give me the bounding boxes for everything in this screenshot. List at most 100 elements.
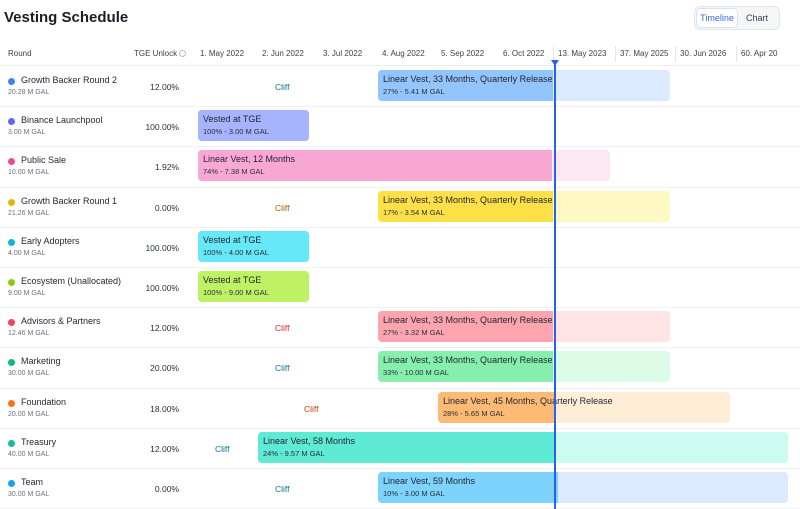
round-color-dot-icon bbox=[8, 319, 15, 327]
cliff-label: Cliff bbox=[304, 403, 319, 414]
timeline-date-label: 6. Oct 2022 bbox=[503, 49, 545, 58]
tge-unlock-value: 12.00% bbox=[150, 323, 179, 334]
round-name: Foundation bbox=[21, 396, 67, 407]
vesting-bar-title: Linear Vest, 33 Months, Quarterly Releas… bbox=[383, 194, 553, 205]
round-color-dot-icon bbox=[8, 118, 15, 126]
vesting-bar-detail: 17% - 3.54 M GAL bbox=[383, 207, 445, 217]
vesting-bar[interactable]: Linear Vest, 33 Months, Quarterly Releas… bbox=[378, 70, 670, 101]
tge-unlock-value: 20.00% bbox=[150, 363, 179, 374]
round-name: Ecosystem (Unallocated) bbox=[21, 275, 122, 286]
vesting-row[interactable]: Marketing 30.00 M GAL 20.00% Cliff Linear Ve… bbox=[0, 348, 800, 389]
tge-unlock-value: 100.00% bbox=[145, 122, 179, 133]
cliff-label: Cliff bbox=[275, 483, 290, 494]
vesting-bar-detail: 100% - 4.00 M GAL bbox=[203, 247, 269, 257]
vesting-bar-detail: 27% - 5.41 M GAL bbox=[383, 87, 445, 96]
vesting-bar[interactable]: Linear Vest, 33 Months, Quarterly Releas… bbox=[378, 351, 670, 383]
current-date-marker-icon bbox=[551, 60, 559, 66]
timeline-tab[interactable]: Timeline bbox=[697, 9, 737, 27]
round-color-dot-icon bbox=[8, 399, 15, 407]
vesting-bar-title: Linear Vest, 59 Months bbox=[383, 475, 476, 486]
timeline-date-label: 4. Aug 2022 bbox=[382, 49, 425, 58]
round-name: Team bbox=[21, 476, 44, 487]
vesting-bar-detail: 27% - 3.32 M GAL bbox=[383, 328, 445, 338]
vesting-bar-detail: 33% - 10.00 M GAL bbox=[383, 368, 449, 378]
vesting-bar-detail: 24% - 9.57 M GAL bbox=[263, 448, 325, 458]
chart-tab[interactable]: Chart bbox=[745, 13, 768, 23]
table-header: Round TGE Unlock 1. May 2022 2. Jun 2022 3… bbox=[0, 42, 800, 66]
round-name: Marketing bbox=[21, 356, 61, 367]
vesting-bar[interactable]: Linear Vest, 33 Months, Quarterly Releas… bbox=[378, 190, 670, 222]
vesting-row[interactable]: Ecosystem (Unallocated) 9.00 M GAL 100.00%… bbox=[0, 268, 800, 309]
tge-unlock-value: 1.92% bbox=[154, 162, 179, 173]
round-amount: 30.00 M GAL bbox=[8, 370, 50, 378]
vesting-bar-detail: 100% - 3.00 M GAL bbox=[203, 127, 269, 137]
timeline-date-label: 2. Jun 2022 bbox=[262, 49, 304, 58]
vesting-bar[interactable]: Vested at TGE 100% - 4.00 M GAL bbox=[198, 230, 309, 262]
round-color-dot-icon bbox=[8, 158, 15, 166]
round-amount: 20.00 M GAL bbox=[8, 410, 50, 418]
vesting-bar-title: Linear Vest, 58 Months bbox=[263, 435, 356, 446]
tge-unlock-value: 12.00% bbox=[150, 443, 179, 454]
round-name: Public Sale bbox=[21, 155, 67, 166]
round-color-dot-icon bbox=[8, 439, 15, 447]
round-column-header[interactable]: Round bbox=[8, 49, 32, 58]
vesting-bar-progress bbox=[198, 230, 309, 262]
round-amount: 3.00 M GAL bbox=[8, 129, 46, 137]
vesting-bar[interactable]: Linear Vest, 58 Months 24% - 9.57 M GAL bbox=[258, 431, 788, 463]
round-amount: 20.28 M GAL bbox=[8, 89, 50, 96]
round-name: Growth Backer Round 2 bbox=[21, 75, 118, 85]
vesting-bar-detail: 100% - 9.00 M GAL bbox=[203, 287, 269, 297]
round-color-dot-icon bbox=[8, 78, 15, 85]
vesting-bar-progress bbox=[378, 70, 554, 101]
round-amount: 4.00 M GAL bbox=[8, 249, 46, 257]
vesting-bar[interactable]: Linear Vest, 45 Months, Quarterly Releas… bbox=[438, 391, 730, 423]
vesting-row[interactable]: Early Adopters 4.00 M GAL 100.00% Vested at… bbox=[0, 228, 800, 268]
timeline-date-divider bbox=[553, 46, 554, 62]
vesting-bar[interactable]: Vested at TGE 100% - 9.00 M GAL bbox=[198, 270, 309, 302]
cliff-label: Cliff bbox=[275, 82, 290, 92]
vesting-bar-detail: 10% - 3.00 M GAL bbox=[383, 488, 445, 498]
vesting-bar-progress bbox=[198, 110, 309, 142]
vesting-bar[interactable]: Vested at TGE 100% - 3.00 M GAL bbox=[198, 110, 309, 142]
vesting-bar-progress bbox=[378, 471, 559, 503]
vesting-row[interactable]: Treasury 40.00 M GAL 12.00% Cliff Linear Ves… bbox=[0, 429, 800, 469]
round-amount: 9.00 M GAL bbox=[8, 289, 46, 297]
vesting-row[interactable]: Binance Launchpool 3.00 M GAL 100.00% Veste… bbox=[0, 107, 800, 148]
timeline-date-label: 60. Apr 20 bbox=[741, 49, 778, 58]
vesting-bar-progress bbox=[378, 311, 554, 343]
tge-unlock-value: 100.00% bbox=[145, 242, 179, 253]
cliff-label: Cliff bbox=[275, 323, 290, 334]
timeline-date-label: 37. May 2025 bbox=[620, 49, 669, 58]
round-amount: 12.46 M GAL bbox=[8, 330, 50, 338]
vesting-bar[interactable]: Linear Vest, 59 Months 10% - 3.00 M GAL bbox=[378, 471, 788, 503]
vesting-bar-progress bbox=[378, 351, 554, 383]
vesting-bar-progress bbox=[198, 150, 553, 182]
vesting-bar[interactable]: Linear Vest, 33 Months, Quarterly Releas… bbox=[378, 311, 670, 343]
vesting-bar-detail: 28% - 5.65 M GAL bbox=[443, 408, 505, 418]
vesting-row[interactable]: Growth Backer Round 1 21.26 M GAL 0.00% Cli… bbox=[0, 188, 800, 228]
vesting-row[interactable]: Growth Backer Round 2 20.28 M GAL 12.00% Cl… bbox=[0, 67, 800, 108]
timeline-date-label: 30. Jun 2026 bbox=[680, 49, 727, 58]
tge-unlock-column-header[interactable]: TGE Unlock bbox=[134, 49, 187, 58]
round-amount: 40.00 M GAL bbox=[8, 450, 50, 458]
tge-unlock-value: 0.00% bbox=[154, 483, 179, 494]
vesting-row[interactable]: Advisors & Partners 12.46 M GAL 12.00% Clif… bbox=[0, 308, 800, 349]
timeline-date-divider bbox=[736, 46, 737, 62]
vesting-bar-title: Linear Vest, 12 Months bbox=[203, 154, 296, 165]
round-name: Binance Launchpool bbox=[21, 115, 103, 126]
info-icon[interactable] bbox=[179, 50, 187, 57]
round-name: Early Adopters bbox=[21, 235, 80, 246]
cliff-label: Cliff bbox=[215, 443, 230, 454]
vesting-row[interactable]: Team 30.00 M GAL 0.00% Cliff Linear Vest, 59… bbox=[0, 469, 800, 509]
vesting-row[interactable]: Public Sale 10.00 M GAL 1.92% Linear Vest, … bbox=[0, 147, 800, 188]
tge-unlock-value: 18.00% bbox=[150, 403, 179, 414]
round-name: Treasury bbox=[21, 436, 57, 447]
tge-unlock-header-label: TGE Unlock bbox=[134, 49, 178, 58]
vesting-bar-title: Linear Vest, 45 Months, Quarterly Releas… bbox=[443, 395, 613, 406]
round-amount: 30.00 M GAL bbox=[8, 490, 50, 498]
vesting-bar[interactable]: Linear Vest, 12 Months 74% - 7.38 M GAL bbox=[198, 150, 610, 182]
tge-unlock-value: 0.00% bbox=[154, 202, 179, 213]
tge-unlock-value: 100.00% bbox=[145, 282, 179, 293]
vesting-row[interactable]: Foundation 20.00 M GAL 18.00% Cliff Linear V… bbox=[0, 389, 800, 429]
timeline-date-divider bbox=[675, 46, 676, 62]
